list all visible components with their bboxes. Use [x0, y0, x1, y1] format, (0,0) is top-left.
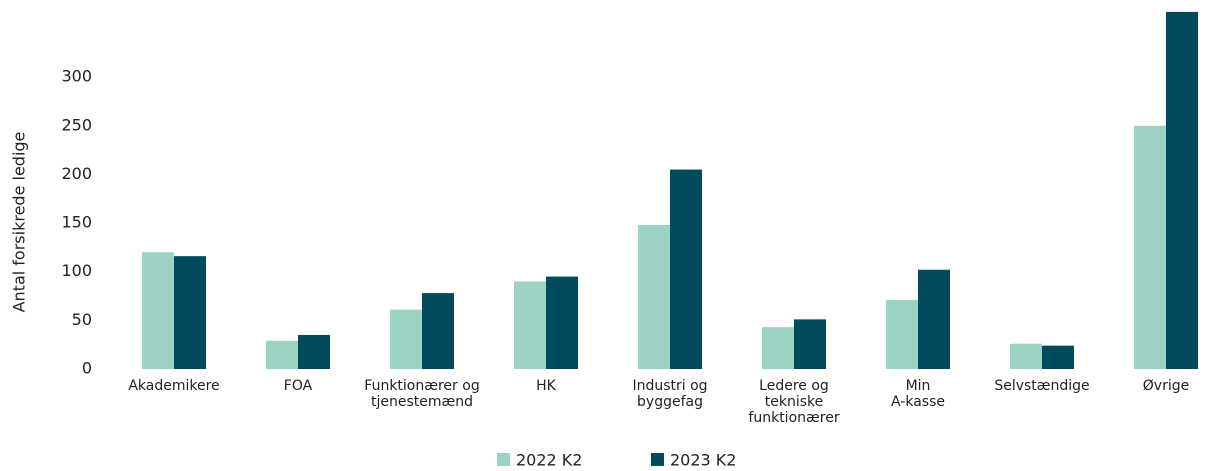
legend-swatch [497, 453, 510, 466]
x-tick-label: HK [536, 378, 556, 394]
y-tick-label: 200 [61, 164, 92, 183]
bar [670, 169, 702, 369]
bar [266, 340, 298, 369]
legend-label: 2023 K2 [670, 451, 736, 470]
bar [1166, 11, 1198, 370]
x-tick-label: Funktionærer og tjenestemænd [364, 378, 480, 410]
bar [298, 334, 330, 369]
bar [514, 281, 546, 369]
x-tick-label: Min A-kasse [891, 378, 945, 410]
bar [1134, 125, 1166, 369]
y-tick-label: 300 [61, 67, 92, 86]
bar [546, 276, 578, 369]
y-tick-label: 150 [61, 213, 92, 232]
bar [1010, 343, 1042, 369]
bar [762, 327, 794, 369]
bar [638, 225, 670, 369]
x-tick-label: Øvrige [1142, 378, 1190, 394]
y-tick-label: 250 [61, 115, 92, 134]
x-tick-label: Ledere og tekniske funktionærer [748, 378, 840, 426]
legend-label: 2022 K2 [516, 451, 582, 470]
x-tick-label: Selvstændige [994, 378, 1090, 394]
bar [174, 256, 206, 369]
y-axis-label: Antal forsikrede ledige [10, 132, 29, 313]
bar [918, 269, 950, 369]
x-tick-label: FOA [283, 378, 313, 394]
bar [1042, 345, 1074, 369]
y-tick-label: 50 [72, 310, 92, 329]
x-tick-label: Akademikere [128, 378, 220, 394]
x-tick-label: Industri og byggefag [632, 378, 708, 410]
bar [390, 309, 422, 369]
y-tick-label: 0 [82, 359, 92, 378]
bar [422, 293, 454, 369]
bar [794, 319, 826, 369]
y-tick-label: 100 [61, 261, 92, 280]
bar [142, 252, 174, 369]
legend-swatch [651, 453, 664, 466]
bar [886, 299, 918, 369]
